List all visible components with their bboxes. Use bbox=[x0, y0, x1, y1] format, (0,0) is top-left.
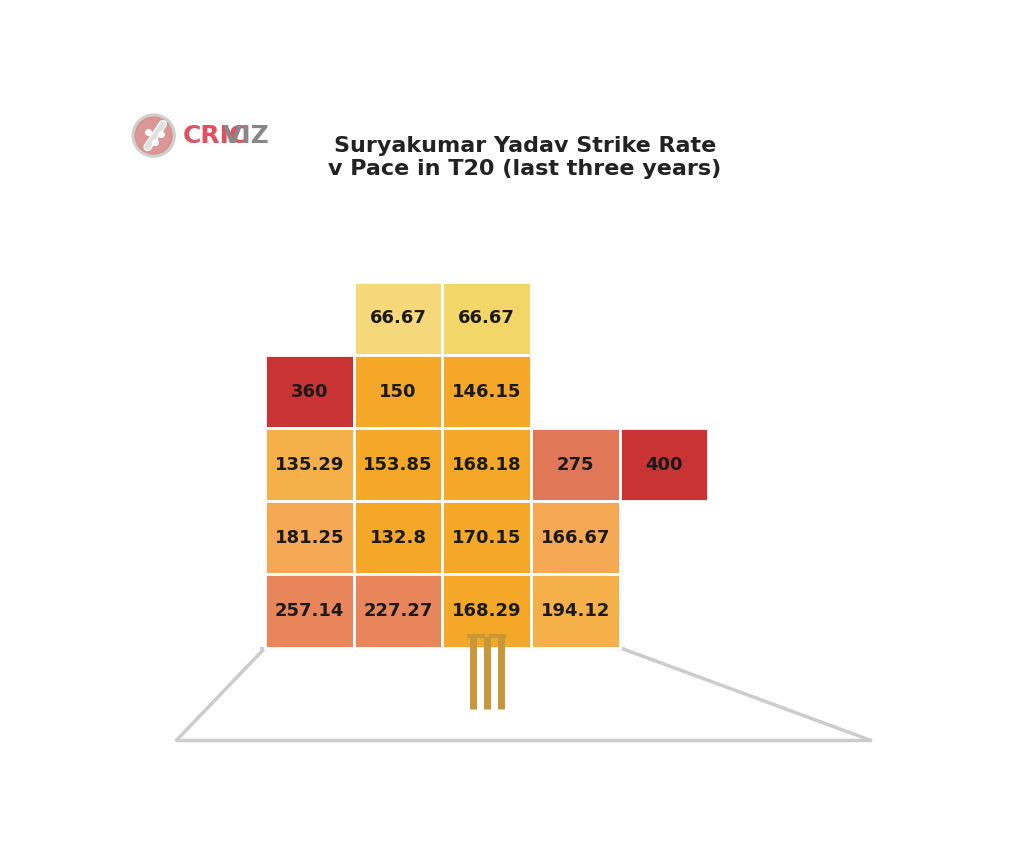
Text: 146.15: 146.15 bbox=[452, 383, 521, 400]
FancyBboxPatch shape bbox=[442, 355, 531, 428]
FancyBboxPatch shape bbox=[531, 428, 620, 501]
Text: 227.27: 227.27 bbox=[364, 602, 433, 620]
Text: 150: 150 bbox=[379, 383, 417, 400]
Text: 181.25: 181.25 bbox=[274, 529, 344, 547]
Text: v Pace in T20 (last three years): v Pace in T20 (last three years) bbox=[328, 159, 722, 178]
Text: 360: 360 bbox=[291, 383, 329, 400]
Text: 194.12: 194.12 bbox=[541, 602, 610, 620]
FancyBboxPatch shape bbox=[442, 282, 531, 355]
Text: 275: 275 bbox=[556, 456, 594, 473]
Text: 170.15: 170.15 bbox=[452, 529, 521, 547]
Circle shape bbox=[132, 114, 175, 157]
FancyBboxPatch shape bbox=[265, 355, 354, 428]
Text: 66.67: 66.67 bbox=[370, 309, 427, 327]
Text: 153.85: 153.85 bbox=[364, 456, 433, 473]
Text: 400: 400 bbox=[645, 456, 683, 473]
Text: 257.14: 257.14 bbox=[274, 602, 344, 620]
FancyBboxPatch shape bbox=[354, 282, 442, 355]
FancyBboxPatch shape bbox=[265, 428, 354, 501]
FancyBboxPatch shape bbox=[265, 574, 354, 648]
Text: 135.29: 135.29 bbox=[274, 456, 344, 473]
Text: CRIC: CRIC bbox=[183, 124, 248, 147]
Text: VIZ: VIZ bbox=[223, 124, 269, 147]
FancyBboxPatch shape bbox=[354, 574, 442, 648]
Text: 66.67: 66.67 bbox=[459, 309, 515, 327]
FancyBboxPatch shape bbox=[442, 428, 531, 501]
FancyBboxPatch shape bbox=[354, 501, 442, 574]
FancyBboxPatch shape bbox=[531, 574, 620, 648]
Circle shape bbox=[135, 117, 172, 154]
Text: 166.67: 166.67 bbox=[541, 529, 610, 547]
FancyBboxPatch shape bbox=[531, 501, 620, 574]
FancyBboxPatch shape bbox=[265, 501, 354, 574]
Text: 132.8: 132.8 bbox=[370, 529, 427, 547]
FancyBboxPatch shape bbox=[354, 355, 442, 428]
Text: 168.18: 168.18 bbox=[452, 456, 521, 473]
FancyBboxPatch shape bbox=[620, 428, 708, 501]
FancyBboxPatch shape bbox=[354, 428, 442, 501]
Text: 168.29: 168.29 bbox=[452, 602, 521, 620]
FancyBboxPatch shape bbox=[442, 501, 531, 574]
FancyBboxPatch shape bbox=[442, 574, 531, 648]
Text: Suryakumar Yadav Strike Rate: Suryakumar Yadav Strike Rate bbox=[334, 135, 716, 156]
